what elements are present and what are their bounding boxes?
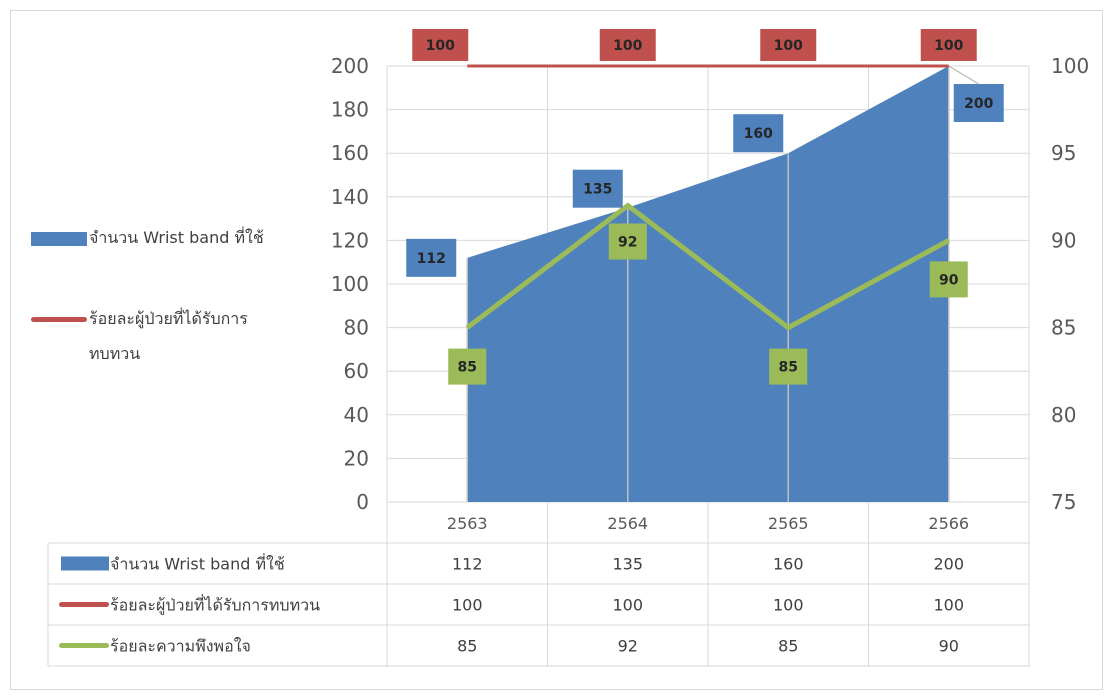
table-row-marker — [59, 602, 109, 607]
data-label-satisfaction: 92 — [618, 235, 637, 251]
y-right-tick-label: 80 — [1051, 403, 1076, 427]
y-left-tick-label: 60 — [344, 359, 369, 383]
legend-review-marker — [31, 317, 87, 322]
y-left-tick-label: 20 — [344, 446, 369, 470]
table-cell-value: 85 — [457, 637, 477, 656]
table-cell-value: 100 — [452, 596, 483, 615]
data-label-satisfaction: 85 — [458, 360, 477, 376]
table-cell-value: 160 — [773, 555, 804, 574]
data-label-satisfaction-box — [448, 348, 487, 385]
table-category-label: 2566 — [928, 514, 969, 533]
legend-review-label-line2: ทบทวน — [89, 344, 141, 363]
y-left-tick-label: 40 — [344, 403, 369, 427]
data-label-satisfaction: 85 — [779, 360, 798, 376]
legend-wristband-label: จำนวน Wrist band ที่ใช้ — [89, 228, 264, 247]
data-label-review-box — [412, 29, 469, 61]
table-category-label: 2564 — [607, 514, 648, 533]
table-cell-value: 90 — [939, 637, 959, 656]
data-label-review: 100 — [934, 38, 963, 54]
y-left-tick-label: 0 — [356, 490, 369, 514]
data-label-wristband-box — [733, 114, 784, 153]
y-right-tick-label: 100 — [1051, 54, 1089, 78]
legend-review-label-line1: ร้อยละผู้ป่วยที่ได้รับการ — [89, 309, 248, 328]
data-label-review-box — [760, 29, 817, 61]
data-label-satisfaction-box — [769, 348, 808, 385]
y-left-tick-label: 180 — [331, 98, 369, 122]
y-left-tick-label: 100 — [331, 272, 369, 296]
data-label-wristband: 135 — [583, 182, 612, 198]
y-left-tick-label: 140 — [331, 185, 369, 209]
chart-svg: 0 20 40 60 80 100 120 140 160 180 200 75 80 85 90 95 100… — [47, 29, 1089, 667]
table-cell-value: 85 — [778, 637, 798, 656]
y-left-tick-label: 200 — [331, 54, 369, 78]
y-right-tick-label: 90 — [1051, 228, 1076, 252]
table-row-label: ร้อยละผู้ป่วยที่ได้รับการทบทวน — [110, 594, 320, 616]
line-series-satisfaction — [465, 202, 950, 331]
data-label-wristband: 112 — [417, 251, 446, 267]
table-row-label: ร้อยละความพึงพอใจ — [110, 637, 251, 656]
table-cell-value: 100 — [773, 596, 804, 615]
table-cell-value: 200 — [933, 555, 964, 574]
data-label-review: 100 — [426, 38, 455, 54]
table-cell-value: 112 — [452, 555, 483, 574]
table-cell-value: 100 — [612, 596, 643, 615]
table-cell-value: 92 — [618, 637, 638, 656]
data-label-satisfaction-box — [608, 223, 647, 260]
y-right-tick-label: 75 — [1051, 490, 1076, 514]
table-cell-value: 135 — [612, 555, 643, 574]
data-label-wristband: 160 — [744, 126, 773, 142]
y-left-tick-label: 160 — [331, 141, 369, 165]
data-label-leader-line — [948, 65, 980, 85]
data-label-satisfaction: 90 — [939, 272, 959, 288]
table-category-label: 2565 — [768, 514, 809, 533]
y-left-tick-label: 80 — [344, 316, 369, 340]
area-series-wristband — [467, 66, 949, 502]
data-label-review-box — [920, 29, 977, 61]
table-row-label: จำนวน Wrist band ที่ใช้ — [110, 553, 285, 574]
table-cell-value: 100 — [933, 596, 964, 615]
data-label-review: 100 — [613, 38, 642, 54]
y-left-tick-label: 120 — [331, 228, 369, 252]
data-label-satisfaction-box — [929, 261, 968, 298]
table-row-marker — [61, 556, 109, 571]
y-right-tick-label: 95 — [1051, 141, 1076, 165]
data-label-wristband-box — [953, 84, 1004, 122]
data-label-review-box — [599, 29, 656, 61]
data-label-review: 100 — [774, 38, 803, 54]
data-label-wristband: 200 — [964, 96, 993, 112]
legend-item-wristband: จำนวน Wrist band ที่ใช้ — [31, 223, 264, 253]
legend-item-review-line2: ทบทวน — [89, 339, 140, 369]
legend-item-review: ร้อยละผู้ป่วยที่ได้รับการ — [31, 304, 248, 334]
chart-frame: 0 20 40 60 80 100 120 140 160 180 200 75 80 85 90 95 100… — [10, 10, 1103, 690]
table-row-marker — [59, 643, 109, 648]
y-right-tick-label: 85 — [1051, 316, 1076, 340]
data-label-wristband-box — [406, 238, 457, 277]
legend-wristband-marker — [31, 231, 87, 246]
table-category-label: 2563 — [447, 514, 488, 533]
data-label-wristband-box — [572, 169, 623, 208]
